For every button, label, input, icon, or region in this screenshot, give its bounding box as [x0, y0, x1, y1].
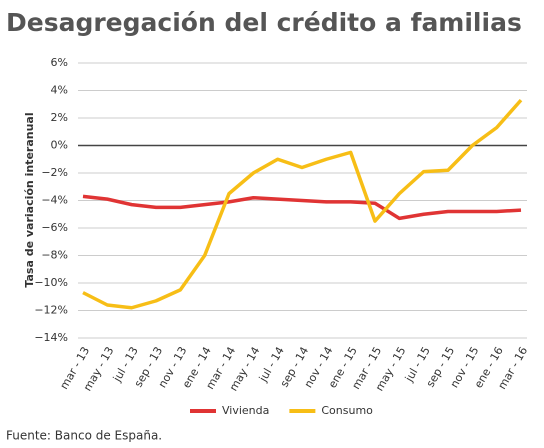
y-tick-label: −12%	[34, 304, 68, 317]
y-tick-label: −6%	[41, 221, 68, 234]
y-tick-label: −10%	[34, 276, 68, 289]
y-axis-label: Tasa de variación interanual	[23, 112, 36, 287]
legend-label: Vivienda	[222, 404, 269, 417]
line-series	[82, 194, 522, 221]
y-tick-label: 6%	[51, 56, 68, 69]
y-tick-label: −14%	[34, 331, 68, 344]
y-tick-label: 2%	[51, 111, 68, 124]
y-tick-label: −2%	[41, 166, 68, 179]
chart-title: Desagregación del crédito a familias	[6, 8, 522, 37]
y-tick-label: 4%	[51, 84, 68, 97]
legend-label: Consumo	[321, 404, 373, 417]
y-tick-label: −4%	[41, 194, 68, 207]
y-tick-label: 0%	[51, 139, 68, 152]
line-series	[82, 98, 523, 310]
source: Fuente: Banco de España.	[6, 429, 162, 443]
y-tick-label: −8%	[41, 249, 68, 262]
